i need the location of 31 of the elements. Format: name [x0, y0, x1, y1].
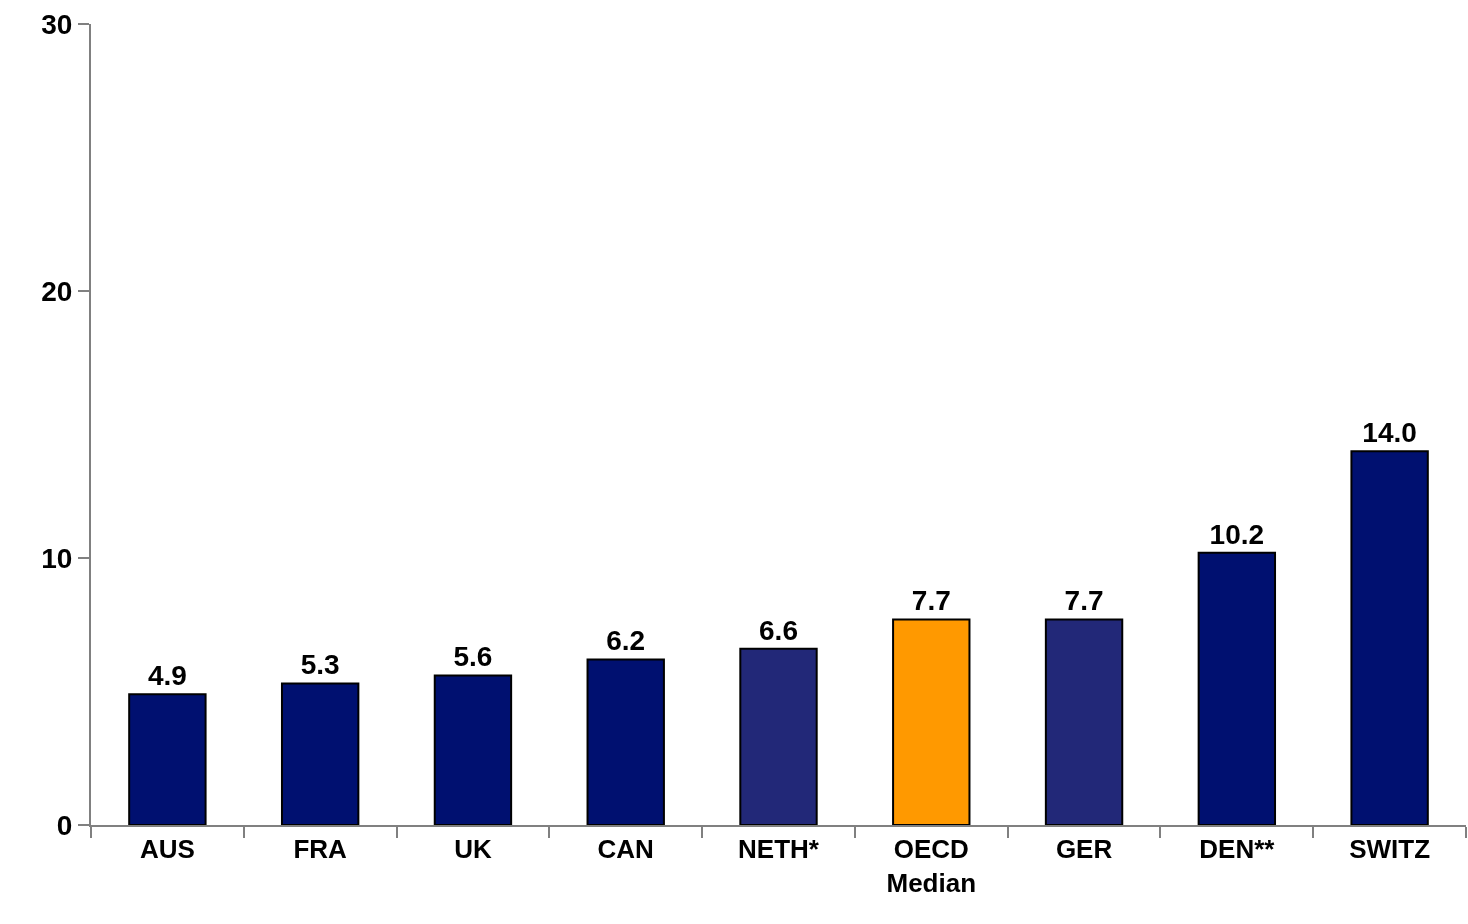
bar: [586, 658, 665, 825]
bar: [433, 674, 513, 825]
x-tick-label: GER: [1055, 834, 1113, 865]
x-tick-label: OECD Median: [886, 834, 977, 898]
bar: [739, 647, 818, 825]
y-tick-label: 0: [56, 809, 73, 841]
data-label: 10.2: [1209, 518, 1265, 550]
x-tick-label: AUS: [139, 834, 195, 865]
bar: [892, 618, 971, 825]
data-label: 4.9: [147, 660, 187, 692]
x-tick-label: SWITZ: [1349, 834, 1431, 865]
data-label: 5.3: [300, 649, 340, 681]
data-label: 6.2: [606, 625, 646, 657]
data-label: 6.6: [759, 614, 798, 646]
bar: [128, 693, 207, 825]
y-tick-label: 30: [41, 8, 73, 40]
x-tick-label: CAN: [597, 834, 654, 865]
data-label: 7.7: [911, 585, 951, 617]
x-tick-label: UK: [454, 834, 492, 865]
data-label: 14.0: [1362, 417, 1417, 449]
x-tick-label: FRA: [293, 834, 348, 865]
data-label: 7.7: [1064, 585, 1104, 617]
bar: [280, 682, 360, 825]
y-tick-label: 10: [41, 542, 73, 574]
x-tick-label: NETH*: [738, 834, 820, 865]
x-tick-label: DEN**: [1199, 834, 1276, 865]
y-tick-label: 20: [41, 275, 73, 307]
bar: [1044, 618, 1124, 825]
data-label: 5.6: [453, 641, 493, 673]
bar: [1350, 450, 1429, 825]
bar: [1197, 551, 1277, 825]
